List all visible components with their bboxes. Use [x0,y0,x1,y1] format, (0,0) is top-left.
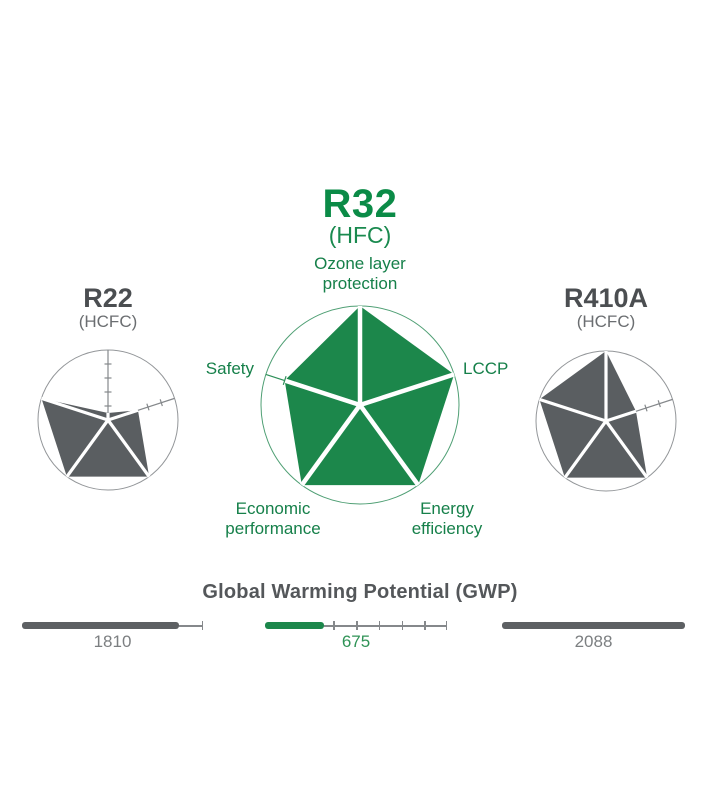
left-chart-subtitle: (HCFC) [78,312,138,331]
gwp-ruler-tick [356,621,358,630]
axis-label-ozone: Ozone layer protection [260,254,460,294]
axis-label-economic-line1: Economic [235,499,311,518]
gwp-title: Global Warming Potential (GWP) [202,581,518,603]
axis-label-energy-line1: Energy [420,499,474,518]
gwp-value-r410a: 2088 [574,632,613,651]
axis-label-lccp: LCCP [463,359,509,378]
gwp-value-r22: 1810 [93,632,132,651]
gwp-ruler-tick [201,621,203,630]
right-chart-title: R410A [563,283,649,313]
axis-label-ozone-line2: protection [322,274,398,293]
right-chart-subtitle: (HCFC) [576,312,636,331]
axis-label-energy: Energy efficiency [337,499,557,539]
axis-label-energy-line2: efficiency [411,519,483,538]
gwp-scale-r32 [265,619,447,633]
axis-label-economic-line2: performance [225,519,321,538]
axis-label-ozone-line1: Ozone layer [314,254,406,273]
axis-label-safety: Safety [205,359,254,378]
left-chart-title: R22 [83,283,133,313]
gwp-value-r32: 675 [341,632,371,651]
gwp-ruler-tick [378,621,381,630]
gwp-scale-r410a [502,619,685,633]
radar-chart-r32 [260,305,460,505]
gwp-scale-r22 [22,619,203,633]
gwp-ruler-tick [401,621,403,630]
gwp-ruler-tick [333,621,335,630]
axis-label-economic: Economic performance [163,499,383,539]
gwp-ruler [324,625,447,627]
radar-chart-r410a [535,350,677,492]
gwp-ruler [179,625,203,627]
radar-chart-r22 [37,349,179,491]
gwp-ruler-tick [445,621,447,630]
gwp-bar-r22 [22,622,179,629]
gwp-bar-r32 [265,622,324,629]
gwp-bar-r410a [502,622,685,629]
gwp-ruler-tick [424,621,426,630]
main-chart-title: R32 [322,182,398,226]
main-chart-subtitle: (HFC) [328,222,392,248]
